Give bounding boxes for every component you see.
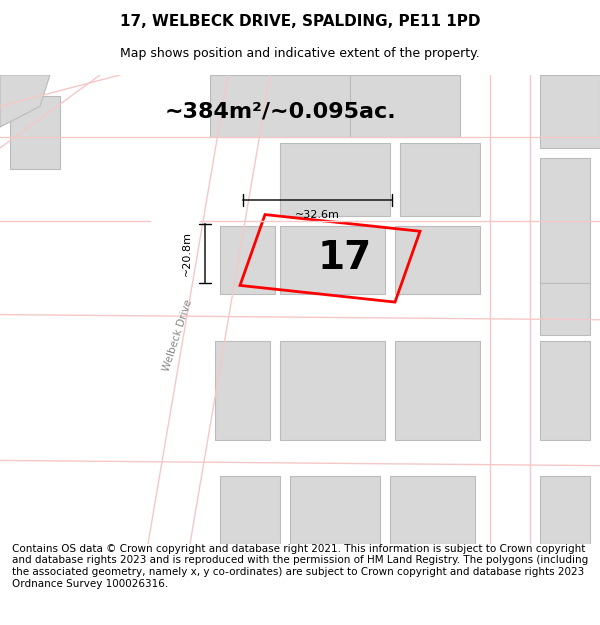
Polygon shape xyxy=(395,226,480,294)
Polygon shape xyxy=(540,476,590,544)
Polygon shape xyxy=(395,341,480,439)
Text: ~20.8m: ~20.8m xyxy=(182,231,192,276)
Polygon shape xyxy=(350,75,460,138)
Polygon shape xyxy=(10,96,60,169)
Polygon shape xyxy=(215,341,270,439)
Text: Welbeck Drive: Welbeck Drive xyxy=(161,298,194,372)
Polygon shape xyxy=(140,75,280,544)
Polygon shape xyxy=(210,75,350,138)
Polygon shape xyxy=(540,341,590,439)
Polygon shape xyxy=(220,226,275,294)
Polygon shape xyxy=(220,476,280,544)
Polygon shape xyxy=(540,75,600,148)
Polygon shape xyxy=(390,476,475,544)
Polygon shape xyxy=(400,142,480,216)
Polygon shape xyxy=(540,283,590,336)
Polygon shape xyxy=(0,75,50,127)
Text: ~384m²/~0.095ac.: ~384m²/~0.095ac. xyxy=(164,101,396,121)
Text: Contains OS data © Crown copyright and database right 2021. This information is : Contains OS data © Crown copyright and d… xyxy=(12,544,588,589)
Polygon shape xyxy=(290,476,380,544)
Text: Map shows position and indicative extent of the property.: Map shows position and indicative extent… xyxy=(120,48,480,61)
Text: ~32.6m: ~32.6m xyxy=(295,209,340,219)
Polygon shape xyxy=(280,142,390,216)
Polygon shape xyxy=(540,158,590,283)
Polygon shape xyxy=(280,226,385,294)
Text: 17, WELBECK DRIVE, SPALDING, PE11 1PD: 17, WELBECK DRIVE, SPALDING, PE11 1PD xyxy=(120,14,480,29)
Text: 17: 17 xyxy=(318,239,372,278)
Polygon shape xyxy=(280,341,385,439)
